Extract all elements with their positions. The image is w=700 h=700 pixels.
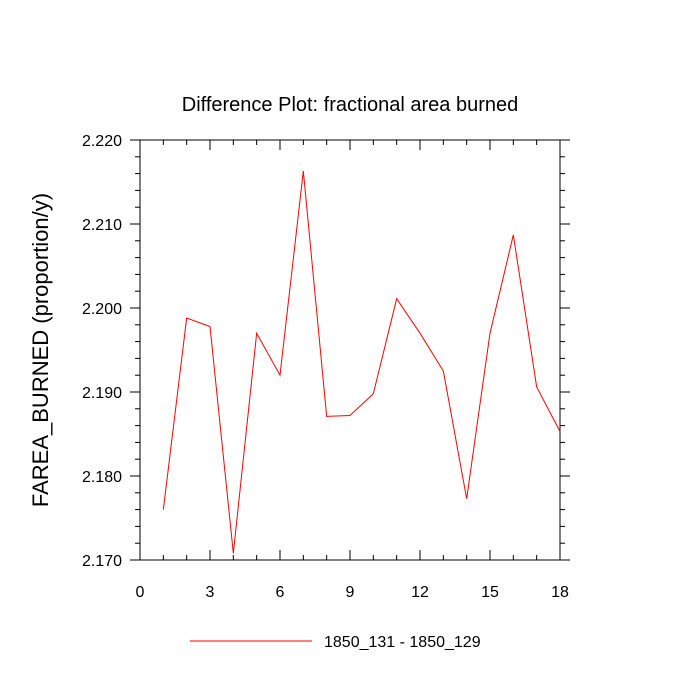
x-tick-label: 18 bbox=[551, 584, 569, 601]
series-group bbox=[162, 171, 561, 554]
axis-tick-labels: 0 3 6 9 12 15 18 2.170 2.180 2.190 2.200 2.210 2.220 bbox=[82, 133, 569, 601]
x-tick-label: 6 bbox=[276, 584, 285, 601]
y-tick-label: 2.180 bbox=[82, 469, 122, 486]
chart-title: Difference Plot: fractional area burned bbox=[182, 94, 519, 116]
y-tick-label: 2.210 bbox=[82, 217, 122, 234]
y-tick-label: 2.170 bbox=[82, 553, 122, 570]
legend: 1850_131 - 1850_129 bbox=[190, 634, 481, 651]
y-tick-label: 2.190 bbox=[82, 385, 122, 402]
series-line bbox=[162, 171, 561, 554]
x-tick-label: 3 bbox=[206, 584, 215, 601]
x-tick-label: 0 bbox=[136, 584, 145, 601]
y-tick-label: 2.200 bbox=[82, 301, 122, 318]
legend-label: 1850_131 - 1850_129 bbox=[324, 634, 481, 651]
y-axis-label: FAREA_BURNED (proportion/y) bbox=[28, 193, 53, 507]
plot-frame bbox=[139, 139, 561, 561]
y-tick-label: 2.220 bbox=[82, 133, 122, 150]
x-tick-label: 15 bbox=[481, 584, 499, 601]
axis-ticks bbox=[130, 139, 570, 561]
x-tick-label: 9 bbox=[346, 584, 355, 601]
x-tick-label: 12 bbox=[411, 584, 429, 601]
